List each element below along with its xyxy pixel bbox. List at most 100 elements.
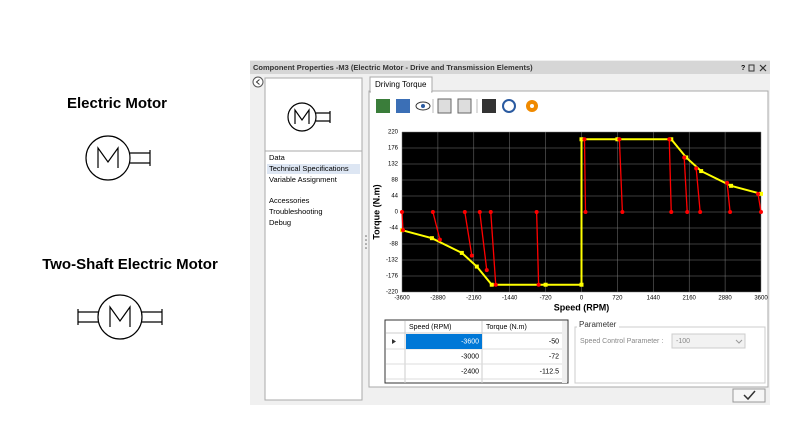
tool-button[interactable] [376,99,390,113]
table-cell[interactable]: -2400 [461,368,479,375]
point [493,282,498,287]
pin-button[interactable] [748,64,755,72]
y-tick-label: 88 [391,178,398,184]
component-icon [287,102,331,132]
splitter[interactable] [365,235,367,249]
point [462,210,467,214]
point [430,210,435,214]
point [400,210,404,214]
point [698,210,703,214]
point [694,166,699,171]
nav-item[interactable]: Accessories [269,196,310,205]
motor-symbol[interactable] [85,135,151,181]
point [536,282,541,287]
x-tick-label: -3600 [394,296,410,302]
series-line [695,168,701,213]
series-line [757,193,762,213]
x-tick-label: 0 [580,296,584,302]
tool-button[interactable] [482,99,496,113]
nav-list: Data Technical Specifications Variable Ass… [267,153,360,227]
point [534,210,539,214]
scrollbar [562,321,567,383]
palette-label: Electric Motor [67,95,167,112]
table-header [386,321,567,333]
point [437,237,442,242]
x-tick-label: 2160 [683,296,697,302]
nav-item[interactable]: Debug [269,218,291,227]
point [477,210,482,214]
chart: 220 176 132 88 44 0 -44 -88 -132 -176 -220-3600 -28… [371,130,768,313]
y-tick-label: -176 [386,274,399,280]
nav-panel [264,77,363,401]
series-line [726,182,731,213]
group-title-bg [577,320,619,330]
y-tick-label: -88 [389,242,398,248]
series-line [401,138,762,286]
nav-highlight [267,164,360,174]
point [669,210,674,214]
selected-cell [406,334,482,349]
x-tick-label: -2160 [466,296,482,302]
series-line [535,211,540,285]
dropdown[interactable] [671,333,746,349]
table-cell[interactable]: -112.5 [540,368,559,375]
x-tick-label: -2880 [430,296,446,302]
x-axis-label: Speed (RPM) [554,302,610,312]
series-line [432,211,441,240]
series-line [618,139,624,213]
close-button[interactable] [759,64,767,72]
x-tick-label: -720 [540,296,553,302]
parameter-label: Speed Control Parameter : [580,338,663,345]
point [728,210,733,214]
tab-label: Driving Torque [375,80,427,89]
y-axis-label: Torque (N.m) [371,184,381,239]
nav-item[interactable]: Technical Specifications [269,164,349,173]
tool-button[interactable] [437,98,452,114]
tool-button[interactable] [502,99,516,113]
nav-item[interactable]: Data [269,153,286,162]
settings-icon [530,104,534,108]
series-line [668,139,672,213]
y-tick-label: 0 [395,210,399,216]
table-cell[interactable]: -50 [549,338,559,345]
dropdown-value: -100 [676,338,690,345]
column-header: Speed (RPM) [409,324,451,331]
point [459,250,464,255]
dropdown-arrow [735,339,743,344]
table-cell[interactable]: -3000 [461,353,479,360]
point [583,210,588,214]
back-icon [255,79,260,85]
point [469,253,474,258]
help-button[interactable]: ? [741,65,745,72]
nav-item[interactable]: Troubleshooting [269,207,323,216]
y-tick-label: -132 [386,258,399,264]
x-tick-label: 720 [612,296,623,302]
toolbar [376,98,538,114]
y-tick-label: 176 [388,146,399,152]
series-line [464,211,473,256]
title-bar [250,61,770,74]
table-cell[interactable]: -72 [549,353,559,360]
y-tick-label: -44 [389,226,398,232]
series-line [683,157,688,213]
y-tick-label: 44 [391,194,398,200]
x-tick-label: 2880 [718,296,732,302]
point [685,210,690,214]
point [543,282,548,287]
series-line [479,211,488,271]
table-body: Speed (RPM) Torque (N.m) -3600 -50 -3000 -72 -… [386,321,567,383]
ok-button[interactable] [732,388,766,403]
tool-button[interactable] [457,98,472,114]
tool-button[interactable] [396,99,410,113]
two-shaft-motor-symbol[interactable] [77,294,163,340]
back-button[interactable] [252,76,264,88]
point [729,183,734,188]
nav-item[interactable]: Variable Assignment [269,175,338,184]
x-tick-label: 1440 [647,296,661,302]
point [682,155,687,160]
series-line [401,211,404,231]
point [484,268,489,273]
table-cell[interactable]: -3600 [461,338,479,345]
